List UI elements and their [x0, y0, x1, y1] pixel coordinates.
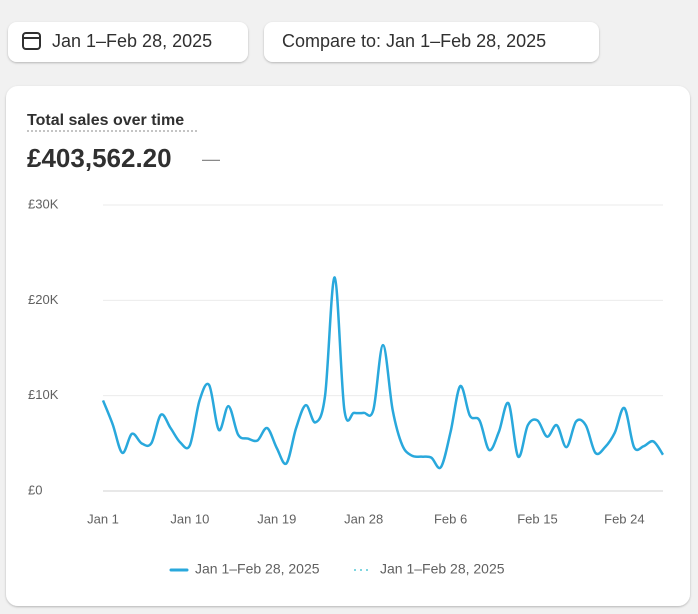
date-button[interactable]: Jan 1–Feb 28, 2025: [8, 22, 248, 62]
x-tick-label: Feb 15: [517, 511, 557, 526]
y-tick-label: £20K: [28, 292, 59, 307]
compare-button[interactable]: Compare to: Jan 1–Feb 28, 2025: [264, 22, 599, 62]
y-tick-label: £30K: [28, 196, 59, 211]
x-tick-label: Jan 10: [170, 511, 209, 526]
x-tick-label: Jan 19: [257, 511, 296, 526]
amount: £403,562.20: [27, 143, 172, 173]
sales-line: [101, 276, 665, 470]
x-tick-label: Jan 28: [344, 511, 383, 526]
card-title[interactable]: Total sales over time: [27, 112, 184, 129]
button-bg[interactable]: [264, 22, 599, 62]
x-tick-label: Jan 1: [87, 511, 119, 526]
card: [6, 86, 690, 606]
x-tick-label: Feb 6: [434, 511, 467, 526]
chart: £0 £10K £20K £30K Jan 1 Jan 10 Jan 19 Jan 28 Feb…: [28, 196, 665, 577]
legend-label: Jan 1–Feb 28, 2025: [380, 561, 505, 577]
y-tick-label: £0: [28, 482, 42, 497]
button-bg[interactable]: [8, 22, 248, 62]
compare-range: Compare to: Jan 1–Feb 28, 2025: [282, 31, 546, 51]
change: —: [202, 149, 220, 169]
calendar-icon: [22, 32, 41, 50]
date-range: Jan 1–Feb 28, 2025: [52, 31, 212, 51]
x-tick-label: Feb 24: [604, 511, 644, 526]
legend-label: Jan 1–Feb 28, 2025: [195, 561, 320, 577]
y-tick-label: £10K: [28, 387, 59, 402]
